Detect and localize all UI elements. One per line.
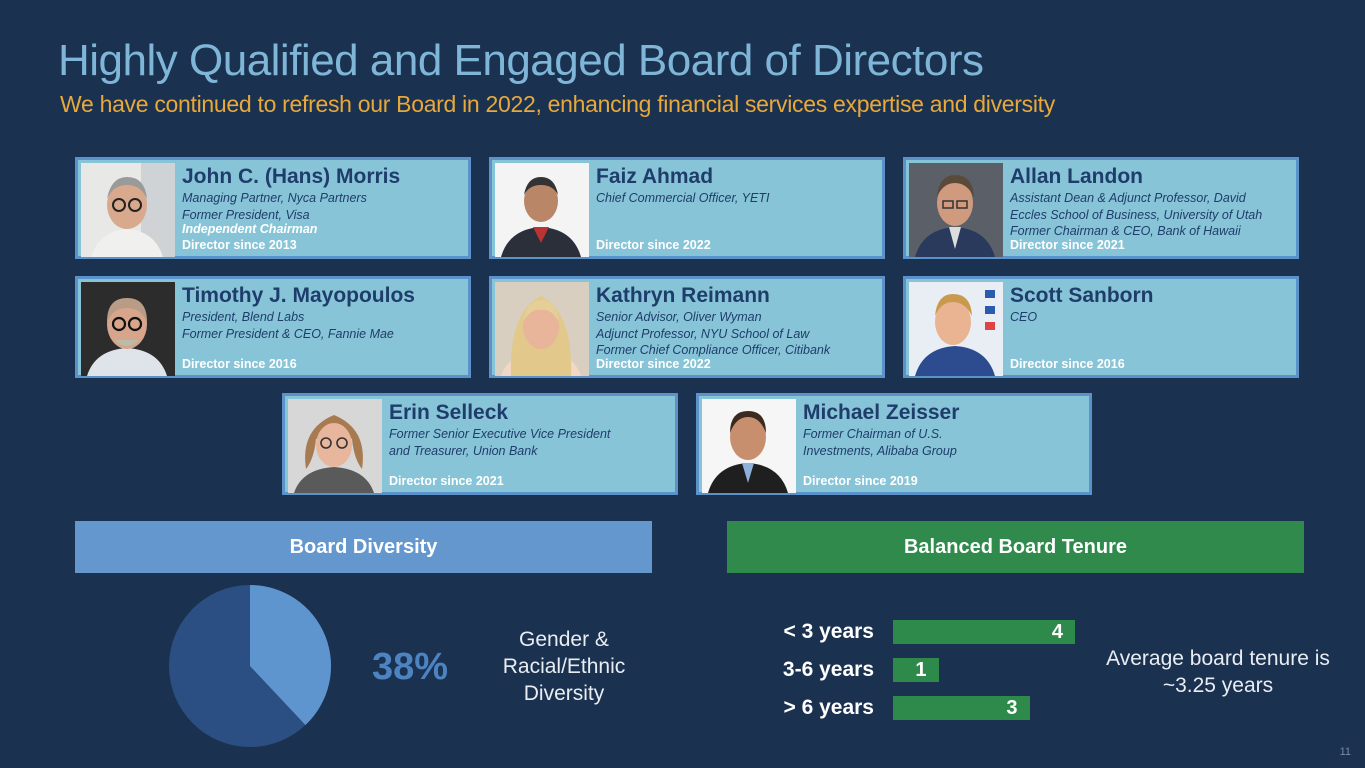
tenure-value: 3 (1006, 697, 1018, 719)
director-photo (81, 163, 175, 257)
director-card: Scott Sanborn CEO Director since 2016 (903, 276, 1299, 378)
director-name: Faiz Ahmad (596, 165, 714, 188)
page-title: Highly Qualified and Engaged Board of Di… (58, 36, 984, 85)
tenure-label: < 3 years (783, 620, 874, 643)
page-number: 11 (1339, 746, 1351, 758)
director-name: Erin Selleck (389, 401, 509, 424)
director-since: Director since 2019 (803, 474, 918, 488)
director-role: and Treasurer, Union Bank (389, 443, 538, 458)
director-card: Faiz Ahmad Chief Commercial Officer, YET… (489, 157, 885, 259)
director-photo (81, 282, 175, 376)
director-name: Scott Sanborn (1010, 284, 1154, 307)
director-card: Kathryn Reimann Senior Advisor, Oliver W… (489, 276, 885, 378)
director-role: President, Blend Labs (182, 310, 305, 324)
director-role: Former Chief Compliance Officer, Citiban… (596, 343, 831, 357)
board-diversity-heading: Board Diversity (75, 521, 652, 573)
tenure-bar: 4 (893, 620, 1075, 644)
director-role: CEO (1010, 310, 1038, 324)
tenure-bar: 3 (893, 696, 1030, 720)
director-card: Michael Zeisser Former Chairman of U.S. … (696, 393, 1092, 495)
director-role: Senior Advisor, Oliver Wyman (596, 310, 762, 324)
director-photo (495, 282, 589, 376)
director-since: Director since 2013 (182, 238, 297, 252)
director-card: Allan Landon Assistant Dean & Adjunct Pr… (903, 157, 1299, 259)
director-photo (909, 282, 1003, 376)
director-role: Assistant Dean & Adjunct Professor, Davi… (1010, 191, 1246, 205)
director-name: John C. (Hans) Morris (182, 165, 401, 188)
board-tenure-heading: Balanced Board Tenure (727, 521, 1304, 573)
diversity-label: Gender & Racial/Ethnic Diversity (502, 628, 626, 705)
director-since: Director since 2021 (389, 474, 504, 488)
director-role: Former President, Visa (182, 207, 310, 222)
director-photo (288, 399, 382, 493)
director-card: John C. (Hans) Morris Managing Partner, … (75, 157, 471, 259)
director-role: Managing Partner, Nyca Partners (182, 191, 367, 205)
tenure-bar: 1 (893, 658, 939, 682)
director-chair-label: Independent Chairman (182, 222, 318, 236)
director-name: Timothy J. Mayopoulos (182, 284, 415, 307)
director-photo (909, 163, 1003, 257)
director-name: Michael Zeisser (803, 401, 960, 424)
tenure-label: > 6 years (783, 696, 874, 719)
page-subtitle: We have continued to refresh our Board i… (60, 91, 1055, 117)
average-tenure-text: Average board tenure is ~3.25 years (1106, 647, 1330, 697)
director-role: Chief Commercial Officer, YETI (596, 191, 770, 205)
director-since: Director since 2021 (1010, 238, 1125, 252)
director-card: Erin Selleck Former Senior Executive Vic… (282, 393, 678, 495)
director-since: Director since 2022 (596, 357, 711, 371)
director-role: Former Chairman & CEO, Bank of Hawaii (1010, 224, 1241, 238)
director-photo (702, 399, 796, 493)
director-role: Former Senior Executive Vice President (389, 427, 611, 441)
director-role: Former Chairman of U.S. (803, 427, 943, 441)
pie-slice-diverse (250, 585, 332, 726)
tenure-value: 4 (1051, 621, 1063, 643)
director-since: Director since 2016 (182, 357, 297, 371)
tenure-label: 3-6 years (782, 658, 874, 681)
diversity-pie-chart (169, 585, 332, 747)
director-role: Adjunct Professor, NYU School of Law (596, 326, 810, 341)
director-card: Timothy J. Mayopoulos President, Blend L… (75, 276, 471, 378)
director-role: Eccles School of Business, University of… (1010, 207, 1263, 222)
director-role: Investments, Alibaba Group (803, 443, 957, 458)
tenure-value: 1 (915, 659, 927, 681)
diversity-percent: 38% (372, 646, 449, 688)
director-name: Allan Landon (1010, 165, 1143, 188)
director-photo (495, 163, 589, 257)
director-name: Kathryn Reimann (596, 284, 770, 307)
director-role: Former President & CEO, Fannie Mae (182, 326, 394, 341)
director-since: Director since 2022 (596, 238, 711, 252)
director-since: Director since 2016 (1010, 357, 1125, 371)
